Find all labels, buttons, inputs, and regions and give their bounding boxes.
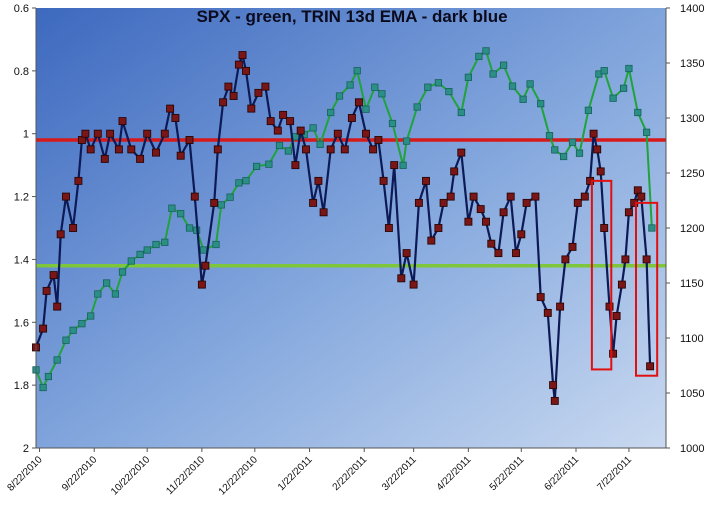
series-layer <box>32 47 656 405</box>
x-axis-ticks: 8/22/2010 9/22/2010 10/22/2010 11/22/2010 12… <box>5 448 634 498</box>
right-tick-label: 1300 <box>680 113 704 125</box>
left-tick-label: 1.8 <box>14 380 29 392</box>
left-tick-label: 0.6 <box>14 3 29 15</box>
right-tick-label: 1150 <box>680 278 704 290</box>
left-tick-label: 2 <box>23 443 29 455</box>
left-tick-label: 1 <box>23 129 29 141</box>
x-tick-label: 3/22/2011 <box>380 454 419 493</box>
x-tick-label: 12/22/2010 <box>217 454 260 497</box>
right-tick-label: 1100 <box>680 333 704 345</box>
plot-area <box>36 8 666 448</box>
trin-series-line <box>32 51 655 405</box>
x-tick-label: 10/22/2010 <box>109 454 152 497</box>
x-tick-label: 8/22/2010 <box>5 454 45 494</box>
left-axis-ticks: 0.6 0.8 1 1.2 1.4 1.6 1.8 2 <box>14 3 36 455</box>
x-tick-label: 2/22/2011 <box>331 454 370 493</box>
right-tick-label: 1250 <box>680 168 704 180</box>
x-tick-label: 7/22/2011 <box>595 454 634 493</box>
x-tick-label: 6/22/2011 <box>542 454 581 493</box>
left-tick-label: 1.2 <box>14 192 29 204</box>
right-tick-label: 1000 <box>680 443 704 455</box>
chart-title: SPX - green, TRIN 13d EMA - dark blue <box>196 7 507 26</box>
x-tick-label: 9/22/2010 <box>60 454 100 494</box>
left-tick-label: 0.8 <box>14 66 29 78</box>
right-tick-label: 1200 <box>680 223 704 235</box>
right-axis-ticks: 1000 1050 1100 1150 1200 1250 1300 1350 1400 <box>666 3 704 455</box>
x-tick-label: 11/22/2010 <box>164 454 207 497</box>
right-tick-label: 1350 <box>680 58 704 70</box>
left-tick-label: 1.6 <box>14 317 29 329</box>
highlight-box <box>590 179 613 371</box>
highlight-boxes <box>590 179 659 377</box>
left-tick-label: 1.4 <box>14 254 29 266</box>
highlight-box <box>635 201 659 377</box>
x-tick-label: 5/22/2011 <box>488 454 527 493</box>
right-tick-label: 1400 <box>680 3 704 15</box>
x-tick-label: 1/22/2011 <box>276 454 315 493</box>
right-tick-label: 1050 <box>680 388 704 400</box>
x-tick-label: 4/22/2011 <box>435 454 474 493</box>
